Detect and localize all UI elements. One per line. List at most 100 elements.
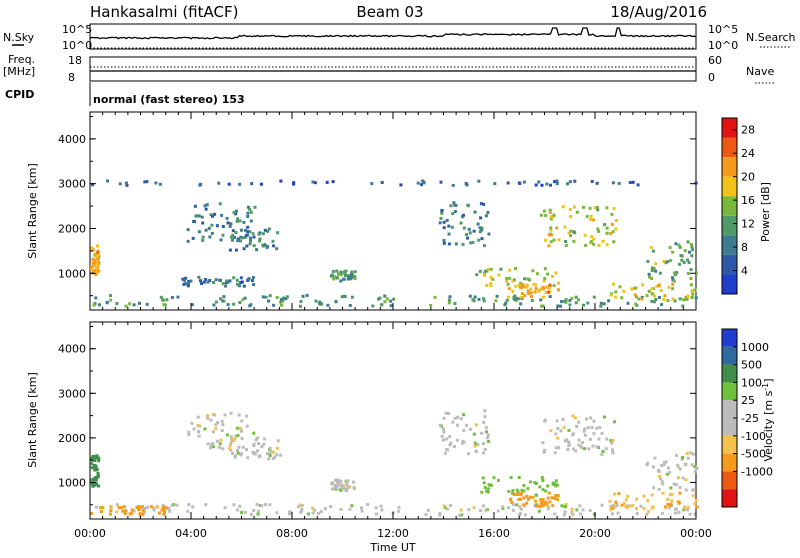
echo-cell	[424, 513, 428, 517]
echo-cell	[265, 452, 269, 455]
echo-cell	[183, 278, 186, 282]
echo-cell	[240, 280, 244, 284]
echo-cell	[588, 437, 592, 441]
echo-cell	[523, 294, 527, 298]
echo-cell	[252, 431, 256, 435]
echo-cell	[542, 279, 546, 283]
echo-cell	[251, 276, 255, 280]
echo-cell	[232, 438, 235, 442]
echo-cell	[329, 505, 333, 509]
echo-cell	[633, 293, 637, 297]
echo-cell	[90, 482, 94, 486]
echo-cell	[511, 279, 515, 283]
echo-cell	[686, 508, 690, 512]
echo-cell	[374, 512, 378, 516]
echo-cell	[517, 283, 521, 287]
echo-cell	[640, 297, 644, 301]
echo-cell	[339, 479, 343, 483]
echo-cell	[694, 498, 698, 502]
echo-cell	[689, 277, 693, 280]
echo-cell	[655, 284, 659, 288]
echo-cell	[196, 415, 200, 419]
echo-cell	[438, 423, 442, 427]
echo-cell	[208, 235, 212, 239]
echo-cell	[331, 180, 335, 184]
echo-cell	[109, 509, 113, 513]
echo-cell	[670, 499, 674, 503]
echo-cell	[237, 445, 241, 449]
echo-cell	[236, 451, 240, 455]
echo-cell	[628, 181, 632, 184]
echo-cell	[471, 240, 475, 244]
echo-cell	[635, 507, 638, 511]
echo-cell	[662, 260, 666, 263]
echo-cell	[143, 180, 147, 184]
echo-cell	[690, 245, 694, 249]
echo-cell	[348, 507, 352, 511]
echo-cell	[519, 281, 523, 285]
echo-cell	[182, 282, 186, 286]
echo-cell	[534, 493, 538, 497]
echo-cell	[249, 239, 252, 243]
echo-cell	[507, 489, 511, 493]
echo-cell	[677, 511, 681, 514]
echo-cell	[239, 281, 243, 284]
echo-cell	[480, 490, 484, 494]
echo-cell	[564, 244, 568, 247]
echo-cell	[243, 296, 247, 300]
echo-cell	[503, 303, 507, 307]
echo-cell	[626, 301, 630, 305]
echo-cell	[690, 289, 694, 293]
echo-cell	[224, 284, 228, 288]
echo-cell	[235, 248, 238, 252]
echo-cell	[445, 218, 449, 222]
echo-cell	[462, 413, 466, 417]
echo-cell	[231, 229, 235, 233]
echo-cell	[680, 457, 684, 461]
echo-cell	[482, 481, 486, 485]
echo-cell	[540, 304, 543, 308]
echo-region	[330, 478, 356, 493]
echo-cell	[484, 426, 488, 430]
echo-cell	[501, 507, 505, 511]
echo-cell	[380, 508, 384, 512]
echo-cell	[668, 246, 672, 250]
echo-cell	[467, 508, 471, 512]
echo-cell	[546, 496, 550, 500]
echo-cell	[231, 452, 234, 455]
echo-cell	[665, 472, 669, 476]
echo-cell	[210, 223, 214, 227]
echo-cell	[652, 267, 656, 270]
velocity-colorbar: 1000 500 100 25 -25 -100 -500 -1000	[721, 328, 773, 508]
echo-cell	[213, 413, 217, 417]
echo-cell	[257, 232, 261, 236]
echo-cell	[93, 253, 96, 257]
power-y-axis-title: Slant Range [km]	[26, 163, 39, 259]
echo-cell	[688, 512, 692, 516]
echo-cell	[542, 295, 545, 299]
echo-cell	[691, 494, 695, 498]
echo-cell	[123, 512, 127, 516]
echo-cell	[546, 507, 550, 511]
echo-cell	[657, 474, 661, 478]
echo-cell	[459, 508, 463, 512]
echo-cell	[465, 423, 469, 427]
freq-label-line1: Freq.	[8, 53, 35, 66]
power-colorbar-label: 4	[741, 265, 748, 278]
echo-cell	[636, 183, 640, 187]
echo-cell	[281, 299, 285, 303]
echo-cell	[671, 282, 675, 286]
echo-cell	[462, 440, 466, 444]
echo-cell	[271, 239, 275, 243]
echo-cell	[96, 250, 100, 254]
echo-cell	[583, 433, 587, 437]
echo-cell	[547, 233, 551, 237]
echo-cell	[686, 505, 690, 509]
echo-cell	[145, 302, 149, 306]
echo-cell	[579, 512, 582, 516]
echo-cell	[675, 271, 679, 274]
echo-cell	[595, 181, 599, 185]
freq-tick-bottom: 8	[68, 71, 75, 84]
echo-cell	[548, 211, 552, 214]
echo-cell	[383, 294, 387, 298]
